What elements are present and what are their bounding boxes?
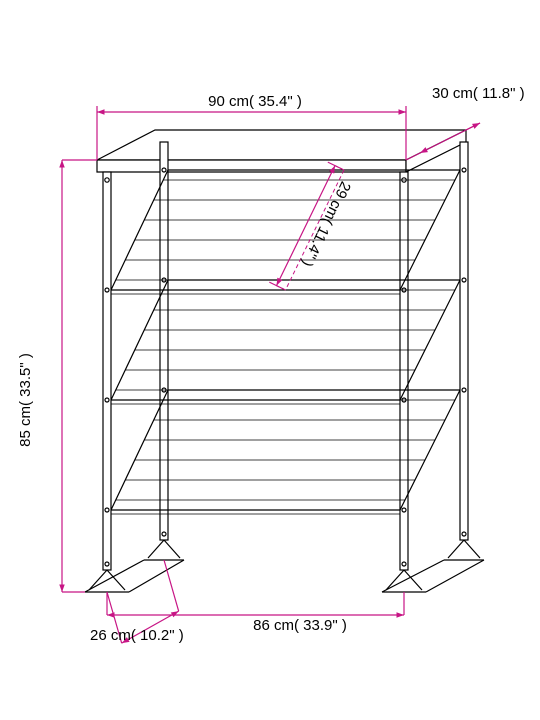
dim-depth-top: 30 cm( 11.8" ) xyxy=(432,85,525,102)
dim-base-width: 86 cm( 33.9" ) xyxy=(253,617,347,634)
dim-height-left: 85 cm( 33.5" ) xyxy=(17,353,34,447)
dim-base-depth: 26 cm( 10.2" ) xyxy=(90,627,184,644)
dim-width-top: 90 cm( 35.4" ) xyxy=(208,93,302,110)
